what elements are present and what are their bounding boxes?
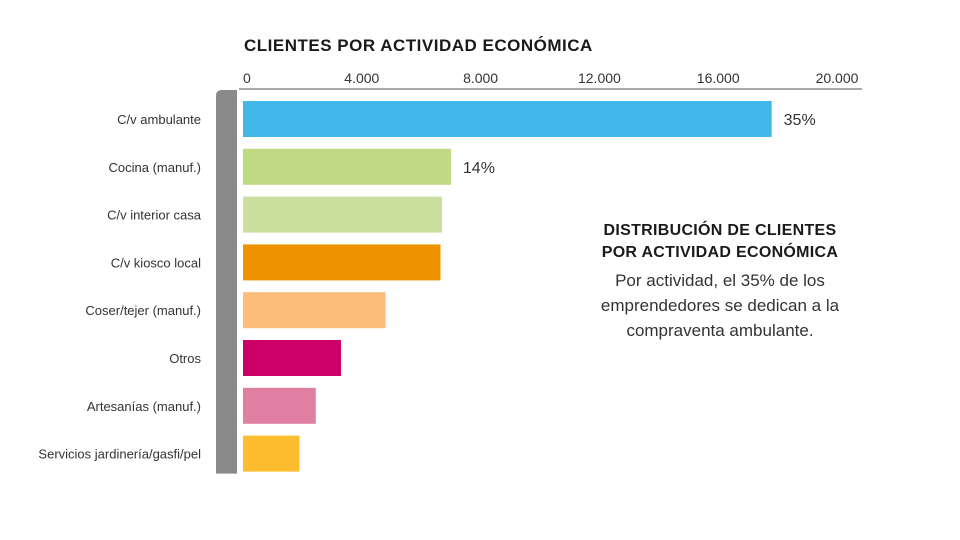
side-panel-body-line3: compraventa ambulante. (626, 321, 814, 340)
side-panel-title-line1: DISTRIBUCIÓN DE CLIENTES (603, 222, 837, 239)
bar (243, 435, 300, 472)
x-tick-label: 20.000 (816, 70, 859, 86)
axis-band (216, 90, 237, 474)
bar (243, 292, 386, 329)
category-label: Servicios jardinería/gasfi/pel (38, 447, 201, 462)
category-label: Artesanías (manuf.) (87, 399, 201, 414)
bar (243, 196, 442, 233)
side-panel-body-line2: emprendedores se dedican a la (600, 296, 840, 315)
category-label: C/v ambulante (117, 112, 201, 127)
bar (243, 101, 772, 137)
data-label: 35% (784, 112, 816, 129)
x-tick-label: 4.000 (344, 70, 379, 86)
chart-title: CLIENTES POR ACTIVIDAD ECONÓMICA (244, 36, 593, 55)
category-label: Otros (169, 351, 201, 366)
category-label: C/v kiosco local (111, 255, 201, 270)
x-tick-label: 16.000 (697, 70, 740, 86)
bar (243, 387, 316, 424)
x-tick-label: 12.000 (578, 70, 621, 86)
side-panel-title: DISTRIBUCIÓN DE CLIENTES POR ACTIVIDAD E… (570, 220, 870, 264)
bars (243, 101, 772, 472)
data-labels: 35% 14% (463, 112, 816, 177)
side-panel: DISTRIBUCIÓN DE CLIENTES POR ACTIVIDAD E… (570, 220, 870, 343)
category-label: Cocina (manuf.) (109, 160, 201, 175)
category-label: C/v interior casa (107, 208, 202, 223)
side-panel-body-line1: Por actividad, el 35% de los (615, 271, 825, 290)
x-axis: 0 4.000 8.000 12.000 16.000 20.000 (216, 70, 862, 474)
bar (243, 244, 441, 281)
side-panel-body: Por actividad, el 35% de los emprendedor… (570, 268, 870, 343)
data-label: 14% (463, 160, 495, 177)
category-label: Coser/tejer (manuf.) (85, 303, 201, 318)
x-tick-label: 8.000 (463, 70, 498, 86)
category-labels: C/v ambulante Cocina (manuf.) C/v interior… (38, 112, 201, 462)
x-tick-label: 0 (243, 70, 251, 86)
bar (243, 148, 451, 185)
side-panel-title-line2: POR ACTIVIDAD ECONÓMICA (601, 244, 839, 261)
bar (243, 340, 342, 376)
